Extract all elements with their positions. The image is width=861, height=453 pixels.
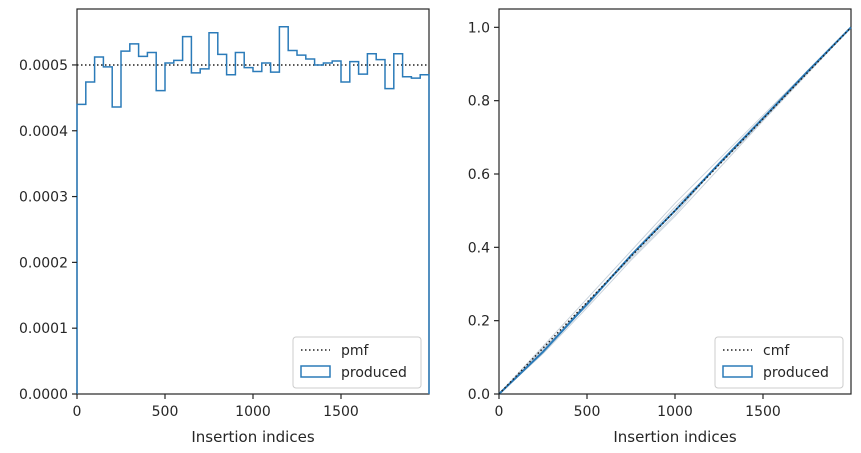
produced-histogram-step: [76, 26, 430, 394]
pmf-histogram-chart: 0.0000 0.0001 0.0002 0.0003 0.0004 0.0005 0 50…: [19, 8, 430, 446]
x-axis-label: Insertion indices: [191, 428, 314, 446]
y-tick-label: 0.0001: [19, 321, 68, 337]
y-axis: 0.0000 0.0001 0.0002 0.0003 0.0004 0.0005: [19, 58, 77, 403]
y-tick-label: 0.0004: [19, 124, 68, 140]
x-tick-label: 500: [152, 404, 179, 420]
background-sample-curve: [498, 26, 852, 395]
x-axis-label: Insertion indices: [613, 428, 736, 446]
y-tick-label: 0.8: [468, 94, 490, 110]
y-tick-label: 0.0005: [19, 58, 68, 74]
legend: pmf produced: [292, 336, 422, 389]
x-tick-label: 1000: [235, 404, 271, 420]
cmf-reference-line: [498, 26, 852, 395]
legend-produced-swatch: [722, 365, 753, 378]
legend-pmf-label: pmf: [341, 343, 370, 359]
x-axis: 0 500 1000 1500: [495, 394, 781, 420]
series-group: [76, 26, 430, 394]
x-tick-label: 1000: [657, 404, 693, 420]
y-tick-label: 0.0003: [19, 190, 68, 206]
cmf-line-chart: 0.0 0.2 0.4 0.6 0.8 1.0 0 500 1000 1500 Insertio…: [468, 8, 852, 446]
y-tick-label: 0.6: [468, 167, 490, 183]
y-tick-label: 0.2: [468, 314, 490, 330]
y-tick-label: 0.0000: [19, 387, 68, 403]
legend-produced-swatch: [300, 365, 331, 378]
legend: cmf produced: [714, 336, 844, 389]
x-axis: 0 500 1000 1500: [73, 394, 359, 420]
y-tick-label: 1.0: [468, 20, 490, 36]
x-tick-label: 500: [574, 404, 601, 420]
y-axis: 0.0 0.2 0.4 0.6 0.8 1.0: [468, 20, 499, 403]
legend-cmf-label: cmf: [763, 343, 790, 359]
x-tick-label: 0: [73, 404, 82, 420]
x-tick-label: 1500: [323, 404, 359, 420]
legend-produced-label: produced: [763, 365, 829, 381]
legend-produced-label: produced: [341, 365, 407, 381]
y-tick-label: 0.0: [468, 387, 490, 403]
x-tick-label: 0: [495, 404, 504, 420]
x-tick-label: 1500: [745, 404, 781, 420]
y-tick-label: 0.4: [468, 240, 490, 256]
plot-frame: [76, 8, 430, 395]
y-tick-label: 0.0002: [19, 255, 68, 271]
series-group: [498, 26, 852, 395]
